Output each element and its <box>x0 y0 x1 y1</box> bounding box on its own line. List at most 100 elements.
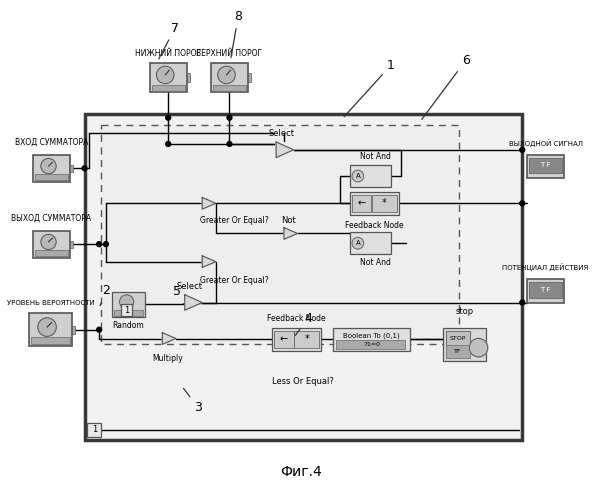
Text: 6: 6 <box>421 54 470 120</box>
Bar <box>372 194 397 212</box>
Text: 1: 1 <box>344 58 395 116</box>
Circle shape <box>97 242 101 246</box>
Text: A: A <box>355 173 360 179</box>
Text: Feedback Node: Feedback Node <box>267 314 326 323</box>
Bar <box>29 313 72 346</box>
Text: Not And: Not And <box>360 258 391 267</box>
Circle shape <box>227 142 232 146</box>
Bar <box>527 279 564 302</box>
Text: STOP: STOP <box>450 336 466 340</box>
Bar <box>35 250 68 256</box>
Bar <box>350 166 391 187</box>
Text: A: A <box>355 240 360 246</box>
Text: ВЫХОДНОЙ СИГНАЛ: ВЫХОДНОЙ СИГНАЛ <box>509 139 583 147</box>
Circle shape <box>218 66 235 84</box>
Circle shape <box>469 338 488 357</box>
Bar <box>213 86 246 91</box>
Text: Multiply: Multiply <box>152 354 183 363</box>
Circle shape <box>520 300 525 305</box>
Text: Not: Not <box>281 216 296 224</box>
Text: Select: Select <box>177 282 202 291</box>
Circle shape <box>103 242 109 246</box>
Bar <box>33 230 70 258</box>
Bar <box>187 74 190 82</box>
Text: *: * <box>304 334 309 344</box>
Bar <box>527 154 564 178</box>
Text: 1: 1 <box>124 306 129 315</box>
Bar <box>121 304 132 316</box>
Text: ←: ← <box>280 334 288 344</box>
Bar <box>85 114 522 440</box>
Circle shape <box>520 148 525 152</box>
Text: ВХОД СУММАТОРА: ВХОД СУММАТОРА <box>15 138 88 147</box>
Text: Фиг.4: Фиг.4 <box>281 465 322 479</box>
Text: 71=0: 71=0 <box>363 342 380 347</box>
Bar <box>87 423 101 437</box>
Bar <box>294 330 319 348</box>
Bar <box>350 192 399 215</box>
Text: НИЖНИЙ ПОРОГ: НИЖНИЙ ПОРОГ <box>135 50 201 58</box>
Polygon shape <box>202 256 216 268</box>
Bar <box>33 154 70 182</box>
Text: TF: TF <box>454 349 462 354</box>
Text: ВЕРХНИЙ ПОРОГ: ВЕРХНИЙ ПОРОГ <box>196 50 263 58</box>
Text: ВЫХОД СУММАТОРА: ВЫХОД СУММАТОРА <box>11 214 91 223</box>
Bar <box>444 328 486 361</box>
Circle shape <box>227 116 232 120</box>
Text: Greater Or Equal?: Greater Or Equal? <box>200 216 269 225</box>
Bar <box>529 282 562 298</box>
Polygon shape <box>284 228 297 239</box>
Bar <box>447 330 470 345</box>
Text: 7: 7 <box>159 22 179 59</box>
Text: Not And: Not And <box>360 152 391 162</box>
Polygon shape <box>276 142 294 158</box>
Bar <box>101 126 459 344</box>
Polygon shape <box>184 294 202 310</box>
Text: 4: 4 <box>296 312 312 336</box>
Text: Feedback Node: Feedback Node <box>345 221 404 230</box>
Text: 8: 8 <box>231 10 242 58</box>
Bar <box>447 345 470 358</box>
Text: 1: 1 <box>91 426 97 434</box>
Bar <box>112 292 145 317</box>
Text: Greater Or Equal?: Greater Or Equal? <box>200 276 269 285</box>
Bar <box>113 310 143 316</box>
Circle shape <box>352 170 364 182</box>
Circle shape <box>166 142 171 146</box>
Bar <box>31 337 70 344</box>
Bar <box>272 328 321 351</box>
Circle shape <box>156 66 174 84</box>
Circle shape <box>41 158 56 174</box>
Bar <box>211 63 248 92</box>
Text: Random: Random <box>112 321 144 330</box>
Circle shape <box>520 201 525 205</box>
Circle shape <box>82 166 87 170</box>
Text: ПОТЕНЦИАЛ ДЕЙСТВИЯ: ПОТЕНЦИАЛ ДЕЙСТВИЯ <box>503 264 589 272</box>
Bar <box>274 330 294 348</box>
Circle shape <box>38 318 56 336</box>
Circle shape <box>166 116 171 120</box>
Text: T F: T F <box>540 162 551 168</box>
Text: stop: stop <box>456 307 474 316</box>
Circle shape <box>97 328 101 332</box>
Bar <box>152 86 184 91</box>
Circle shape <box>119 295 134 309</box>
Text: ←: ← <box>358 198 366 208</box>
Text: Select: Select <box>268 129 294 138</box>
Bar <box>337 340 405 349</box>
Text: Less Or Equal?: Less Or Equal? <box>272 377 334 386</box>
Circle shape <box>41 234 56 250</box>
Text: *: * <box>382 198 387 208</box>
Bar <box>70 241 73 248</box>
Circle shape <box>352 238 364 249</box>
Bar <box>529 158 562 173</box>
Text: 2: 2 <box>100 284 110 306</box>
Bar <box>350 232 391 254</box>
Bar <box>352 194 371 212</box>
Bar <box>333 328 410 351</box>
Bar <box>248 74 251 82</box>
Text: Boolean To (0,1): Boolean To (0,1) <box>343 332 400 339</box>
Bar <box>35 174 68 180</box>
Text: 3: 3 <box>183 388 202 414</box>
Text: 5: 5 <box>173 286 183 304</box>
